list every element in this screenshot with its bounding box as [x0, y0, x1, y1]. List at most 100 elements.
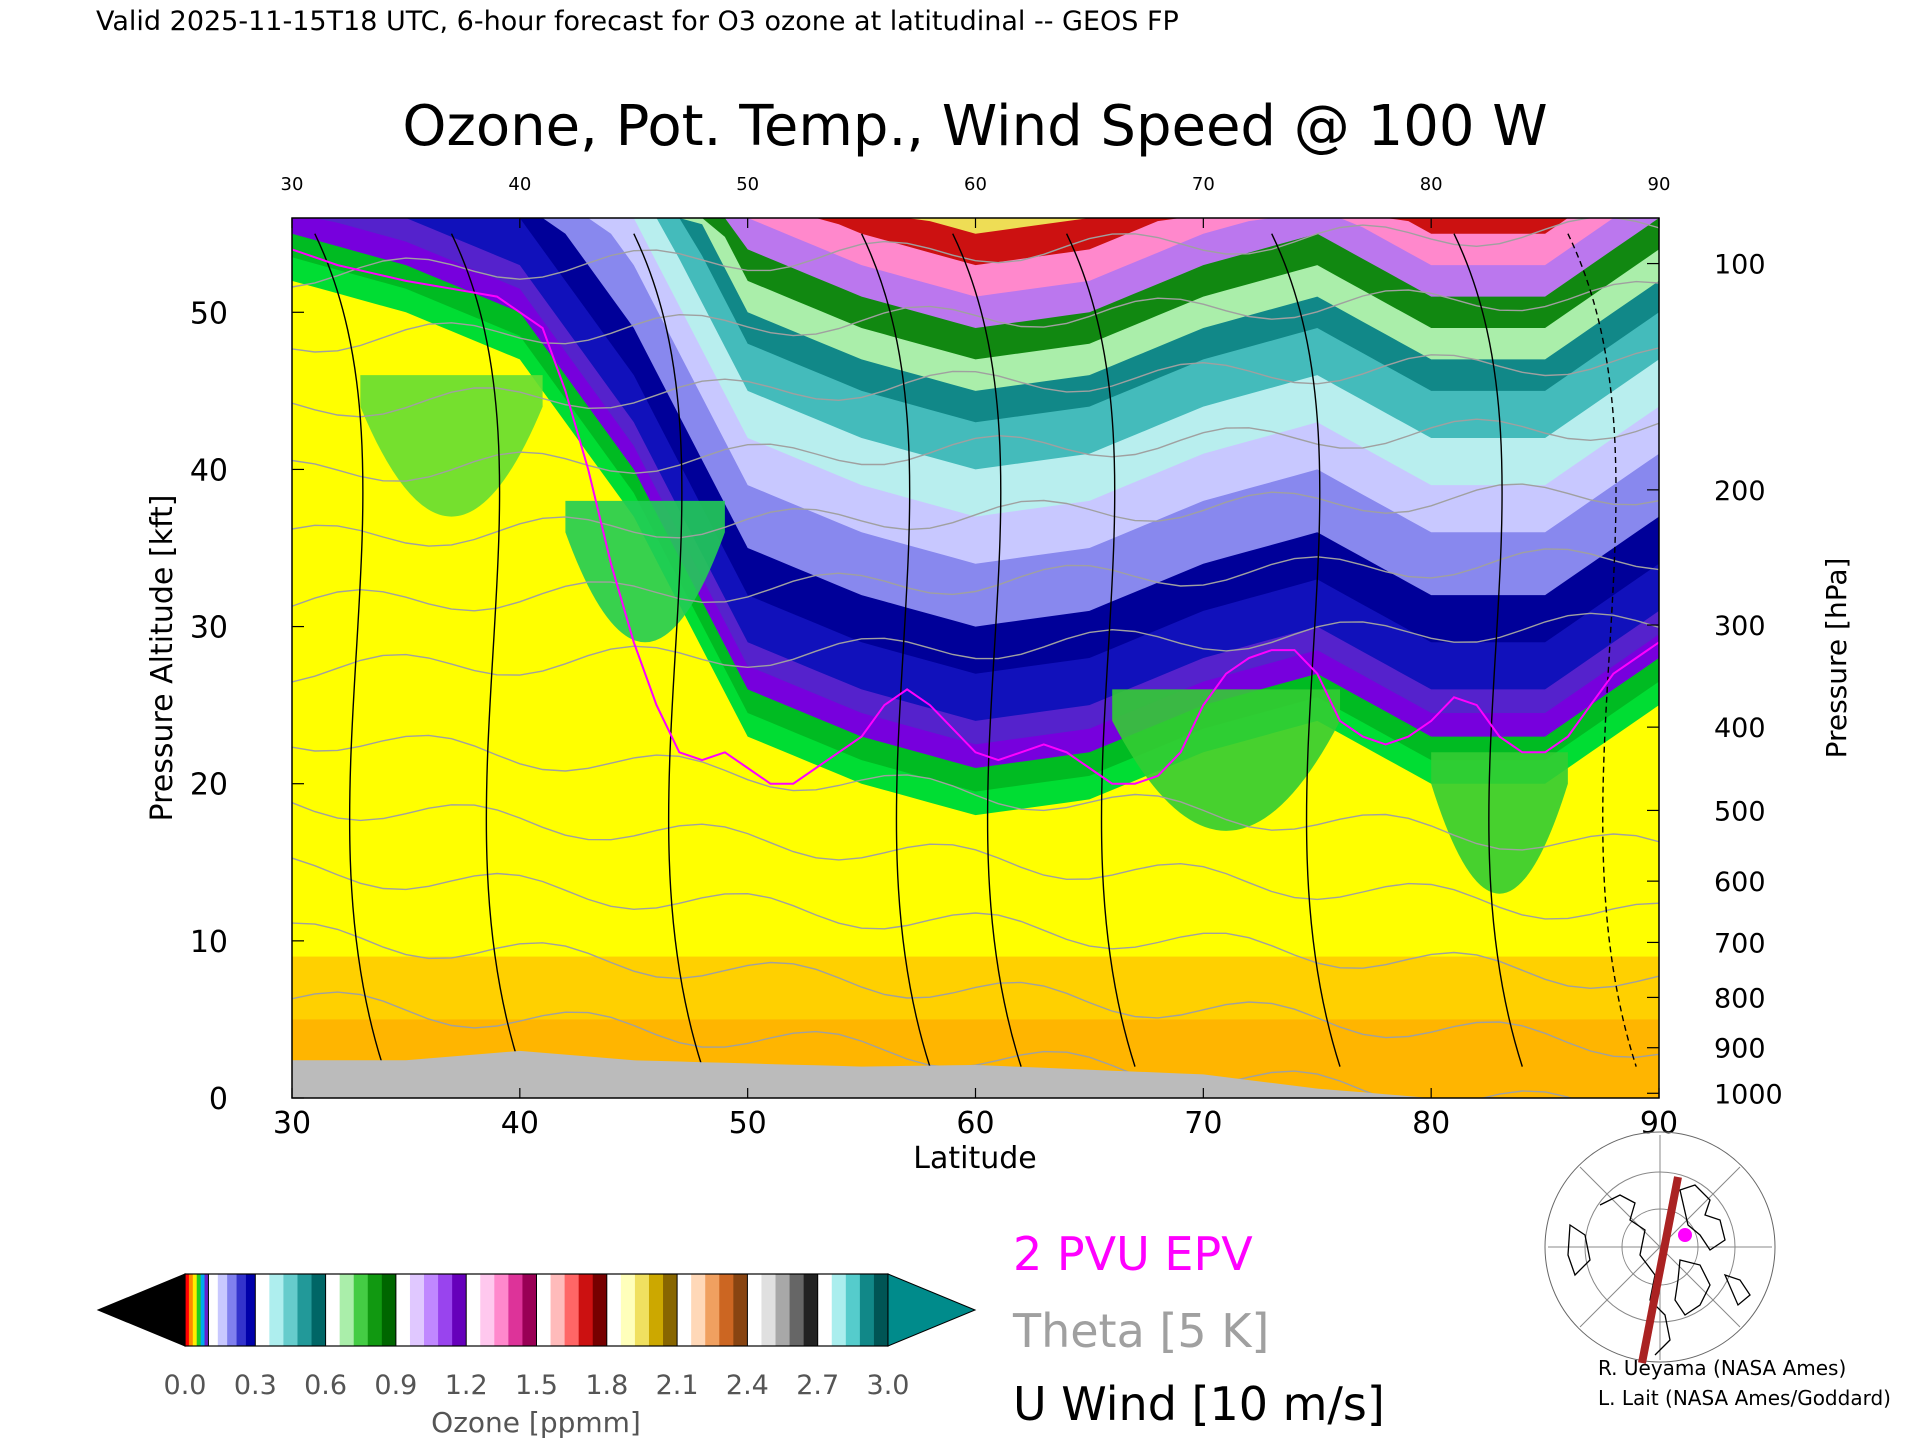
colorbar-swatch-6-0 — [536, 1274, 552, 1346]
credit-line-1: R. Ueyama (NASA Ames) — [1598, 1356, 1846, 1380]
colorbar-tick-label-10: 3.0 — [867, 1370, 910, 1401]
colorbar-swatch-10-4 — [873, 1274, 889, 1346]
surface-mask — [292, 1050, 1659, 1098]
theta-contour-360 — [292, 483, 1659, 547]
inset-map-section-line — [1638, 1176, 1682, 1364]
colorbar-swatch-6-1 — [550, 1274, 566, 1346]
colorbar-swatch-9-1 — [761, 1274, 777, 1346]
pressure-tick-label-300: 300 — [1714, 611, 1766, 642]
theta-contour-370 — [292, 418, 1659, 482]
ozone-plume-70n — [1112, 689, 1341, 831]
colorbar-swatch-7-2 — [634, 1274, 650, 1346]
colorbar-tick-label-2: 0.6 — [304, 1370, 347, 1401]
u-wind-contour-2 — [633, 233, 703, 1067]
terrain — [292, 1050, 1659, 1098]
legend-uwind: U Wind [10 m/s] — [1013, 1377, 1385, 1431]
epv-2pvu-line — [292, 248, 1659, 785]
colorbar-swatch-1-0 — [208, 1274, 219, 1346]
colorbar-ticks: 0.0 0.3 0.6 0.9 1.2 1.5 1.8 2.1 2.4 2.7 3.0 — [164, 1370, 910, 1401]
colorbar-swatch-10-1 — [831, 1274, 847, 1346]
theta-contour-400 — [292, 218, 1659, 288]
theta-contour-330 — [292, 734, 1659, 851]
plot-area — [291, 217, 1660, 1099]
x-axis-bottom: 30 40 50 60 70 80 90 — [273, 1088, 1678, 1141]
x-tick-label-60: 60 — [956, 1106, 994, 1141]
x-tick-label-90: 90 — [1640, 1106, 1678, 1141]
x-top-tick-label-80: 80 — [1420, 174, 1443, 195]
colorbar-swatch-10-3 — [859, 1274, 875, 1346]
colorbar-swatch-9-4 — [803, 1274, 819, 1346]
colorbar-swatch-0-3 — [196, 1274, 202, 1346]
colorbar-tick-label-5: 1.5 — [515, 1370, 558, 1401]
legend: 2 PVU EPV Theta [5 K] U Wind [10 m/s] — [1012, 1227, 1385, 1431]
colorbar-swatch-0-2 — [192, 1274, 198, 1346]
colorbar-swatch-4-3 — [438, 1274, 453, 1346]
theta-contour-350 — [292, 548, 1659, 612]
colorbar-swatch-4-4 — [452, 1274, 467, 1346]
u-wind-contour-1 — [450, 233, 521, 1067]
colorbar-swatch-3-4 — [381, 1274, 397, 1346]
colorbar-segments — [184, 1273, 889, 1347]
pressure-tick-label-100: 100 — [1714, 250, 1766, 281]
y-tick-label-20: 20 — [190, 768, 228, 803]
pressure-tick-label-1000: 1000 — [1714, 1079, 1783, 1110]
pressure-tick-label-500: 500 — [1714, 796, 1766, 827]
u-wind-contour-7 — [1453, 233, 1523, 1067]
legend-epv: 2 PVU EPV — [1013, 1227, 1253, 1281]
theta-contour-320 — [292, 802, 1659, 920]
x-tick-label-70: 70 — [1184, 1106, 1222, 1141]
theta-contour-300 — [292, 922, 1659, 1059]
ozone-field — [292, 218, 1659, 1098]
ozone-plume-83n — [1431, 752, 1568, 894]
u-wind-contour-0 — [314, 233, 384, 1067]
colorbar-swatch-3-2 — [353, 1274, 369, 1346]
x-tick-label-50: 50 — [729, 1106, 767, 1141]
colorbar-swatch-1-2 — [227, 1274, 238, 1346]
colorbar-swatch-7-1 — [620, 1274, 636, 1346]
x-top-tick-label-60: 60 — [964, 174, 987, 195]
inset-map-meridian-4 — [1579, 1166, 1741, 1328]
colorbar-swatch-2-0 — [255, 1274, 270, 1346]
colorbar-tick-label-6: 1.8 — [585, 1370, 628, 1401]
pressure-tick-label-200: 200 — [1714, 476, 1766, 507]
colorbar-swatch-0-1 — [188, 1274, 194, 1346]
colorbar-swatch-1-4 — [245, 1274, 256, 1346]
u-wind-contour-5 — [1065, 233, 1136, 1067]
colorbar-swatch-0-4 — [200, 1274, 206, 1346]
colorbar-under-triangle — [96, 1273, 186, 1347]
colorbar-swatch-10-0 — [817, 1274, 833, 1346]
y-axis-right: 100 200 300 400 500 600 700 800 900 1000 — [1647, 250, 1783, 1110]
y-tick-label-10: 10 — [190, 925, 228, 960]
colorbar-swatch-9-0 — [747, 1274, 762, 1346]
colorbar-tick-label-7: 2.1 — [656, 1370, 699, 1401]
colorbar-swatch-3-1 — [339, 1274, 355, 1346]
theta-contour-310 — [292, 857, 1659, 990]
x-tick-label-40: 40 — [501, 1106, 539, 1141]
colorbar-tick-label-0: 0.0 — [164, 1370, 207, 1401]
theta-contour-380 — [292, 347, 1659, 418]
x-axis-top: 30 40 50 60 70 80 90 — [281, 174, 1670, 228]
credit-line-2: L. Lait (NASA Ames/Goddard) — [1598, 1386, 1891, 1410]
colorbar-swatch-8-4 — [733, 1274, 748, 1346]
x-top-tick-label-50: 50 — [736, 174, 759, 195]
colorbar-over-triangle — [887, 1273, 977, 1347]
colorbar-swatch-7-3 — [648, 1274, 664, 1346]
colorbar-swatch-5-1 — [480, 1274, 495, 1346]
y-tick-label-50: 50 — [190, 296, 228, 331]
colorbar-swatch-6-3 — [578, 1274, 594, 1346]
colorbar-tick-label-4: 1.2 — [445, 1370, 488, 1401]
inset-map-coastline — [1567, 1184, 1751, 1356]
colorbar-swatch-8-1 — [691, 1274, 706, 1346]
y-axis-label-left: Pressure Altitude [kft] — [145, 495, 180, 822]
pressure-tick-label-400: 400 — [1714, 713, 1766, 744]
y-tick-label-30: 30 — [190, 611, 228, 646]
inset-map-marker — [1678, 1228, 1692, 1242]
colorbar-swatch-3-3 — [367, 1274, 383, 1346]
pressure-tick-label-700: 700 — [1714, 928, 1766, 959]
colorbar-swatch-8-2 — [705, 1274, 720, 1346]
inset-map — [1544, 1131, 1776, 1364]
colorbar-swatch-8-0 — [677, 1274, 692, 1346]
y-axis-label-right: Pressure [hPa] — [1820, 558, 1853, 759]
u-wind-contours — [314, 233, 1637, 1067]
